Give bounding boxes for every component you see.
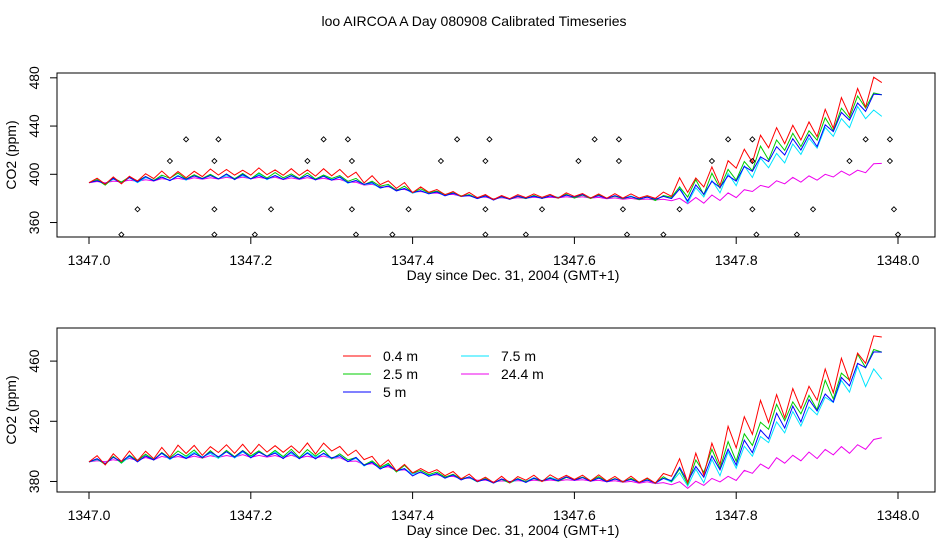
x-tick-label: 1347.4 (391, 252, 434, 268)
x-tick-label: 1347.8 (715, 252, 758, 268)
scatter-point (809, 206, 817, 213)
x-tick-label: 1347.2 (229, 507, 272, 523)
y-tick-label: 440 (26, 114, 42, 138)
scatter-point (890, 206, 898, 213)
scatter-point (267, 206, 275, 213)
scatter-point (708, 157, 716, 165)
x-tick-label: 1347.6 (553, 252, 596, 268)
x-tick-label: 1347.6 (553, 507, 596, 523)
series-line-244m (88, 162, 882, 205)
series-line-25m (88, 92, 882, 202)
scatter-point (862, 136, 869, 143)
scatter-point (304, 157, 311, 165)
scatter-point (348, 157, 356, 165)
y-tick-label: 460 (26, 349, 42, 373)
scatter-point (753, 231, 760, 238)
chart-title: loo AIRCOA A Day 080908 Calibrated Times… (321, 13, 626, 29)
y-tick-label: 400 (26, 162, 42, 186)
plot-area (88, 76, 883, 205)
scatter-point (166, 157, 174, 165)
x-tick-label: 1347.4 (391, 507, 434, 523)
scatter-point (538, 206, 546, 213)
legend-label: 24.4 m (501, 366, 544, 382)
x-tick-label: 1347.0 (68, 252, 111, 268)
scatter-point (615, 136, 623, 143)
scatter-point (320, 136, 327, 143)
series-line-5m (88, 351, 882, 484)
scatter-point (724, 136, 732, 143)
scatter-point (676, 206, 683, 213)
legend-label: 7.5 m (501, 348, 536, 364)
y-axis-label: CO2 (ppm) (3, 375, 19, 444)
scatter-point (575, 157, 582, 165)
scatter-point (405, 206, 412, 213)
plot-area (88, 335, 883, 490)
scatter-point (389, 231, 396, 238)
series-line-5m (88, 93, 882, 202)
scatter-point (134, 206, 141, 213)
scatter-point (482, 231, 489, 238)
series-line-25m (88, 348, 882, 486)
legend-label: 0.4 m (383, 348, 418, 364)
legend-label: 2.5 m (383, 366, 418, 382)
scatter-point (749, 136, 756, 143)
x-axis-label: Day since Dec. 31, 2004 (GMT+1) (407, 267, 620, 283)
scatter-point (793, 231, 801, 238)
x-tick-label: 1348.0 (877, 252, 920, 268)
plot-frame (56, 72, 936, 238)
scatter-point (211, 157, 218, 165)
scatter-point (251, 231, 258, 238)
scatter-point (846, 157, 853, 165)
plot-frame (56, 327, 936, 493)
x-axis-label: Day since Dec. 31, 2004 (GMT+1) (407, 522, 620, 538)
scatter-point (615, 157, 623, 165)
scatter-point (482, 157, 489, 165)
scatter-point (348, 206, 356, 213)
scatter-point (894, 231, 902, 238)
legend-label: 5 m (383, 384, 406, 400)
scatter-point (211, 231, 218, 238)
y-tick-label: 480 (26, 66, 42, 90)
x-tick-label: 1348.0 (877, 507, 920, 523)
scatter-point (437, 157, 445, 165)
scatter-point (623, 231, 631, 238)
series-line-75m (88, 105, 883, 205)
scatter-point (344, 136, 352, 143)
series-line-75m (88, 364, 883, 488)
series-line-244m (88, 437, 882, 490)
y-axis-label: CO2 (ppm) (3, 120, 19, 189)
y-tick-label: 360 (26, 211, 42, 235)
scatter-point (749, 157, 756, 165)
x-tick-label: 1347.2 (229, 252, 272, 268)
y-tick-label: 380 (26, 470, 42, 494)
scatter-point (886, 157, 894, 165)
scatter-point (182, 136, 190, 143)
x-tick-label: 1347.0 (68, 507, 111, 523)
scatter-point (453, 136, 461, 143)
scatter-point (886, 136, 894, 143)
scatter-point (591, 136, 598, 143)
series-line-04m (88, 335, 882, 485)
scatter-point (482, 206, 489, 213)
scatter-point (215, 136, 222, 143)
scatter-point (211, 206, 218, 213)
scatter-point (118, 231, 125, 238)
scatter-point (522, 231, 529, 238)
scatter-point (749, 206, 756, 213)
scatter-point (619, 206, 627, 213)
scatter-point (352, 231, 360, 238)
y-tick-label: 420 (26, 409, 42, 433)
x-tick-label: 1347.8 (715, 507, 758, 523)
scatter-point (660, 231, 667, 238)
scatter-point (486, 136, 493, 143)
series-line-04m (88, 76, 883, 201)
